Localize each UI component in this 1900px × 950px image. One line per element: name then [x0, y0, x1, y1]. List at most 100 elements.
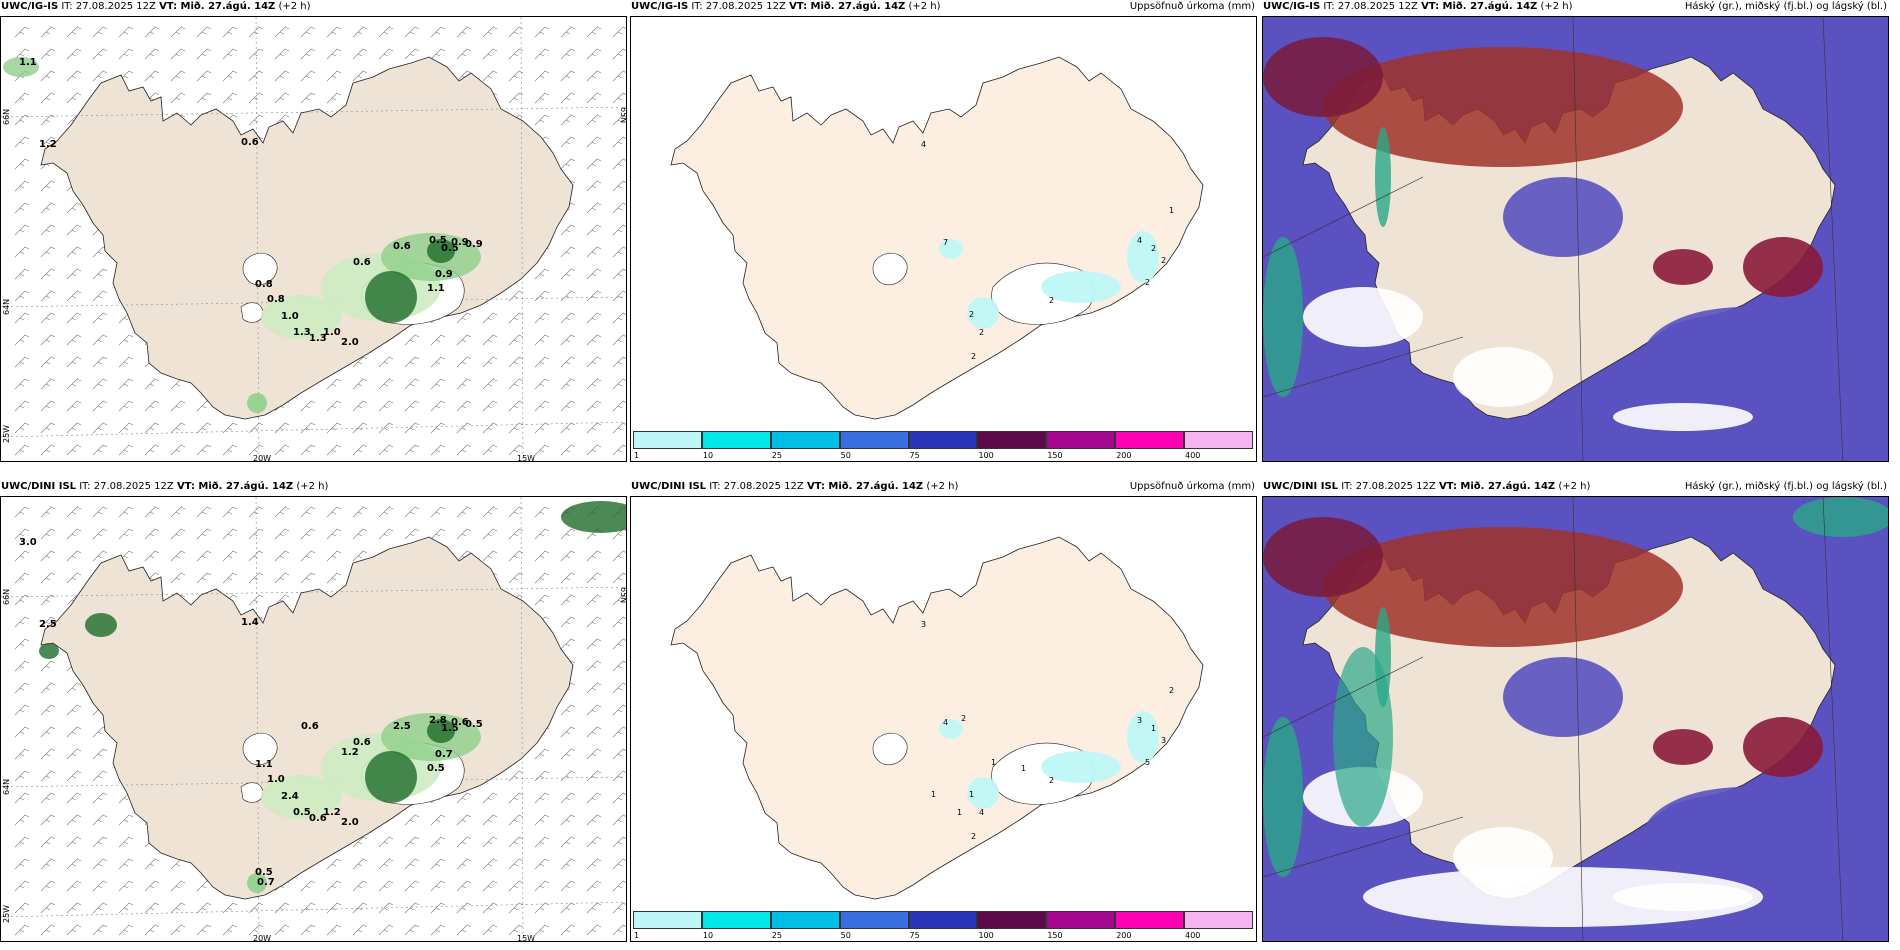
value-label: 1.2 — [39, 139, 57, 150]
value-label: 1.0 — [281, 311, 299, 322]
value-label: 2.8 — [429, 715, 447, 726]
precip-area — [427, 239, 455, 263]
glacier — [240, 782, 264, 803]
cloud-map — [1263, 497, 1888, 941]
panel-title: UWC/IG-IS IT: 27.08.2025 12Z VT: Mið. 27… — [631, 1, 941, 12]
colorbar-tick: 200 — [1116, 931, 1132, 940]
precip-area — [1263, 517, 1383, 597]
lat-label: 65N — [619, 107, 627, 123]
colorbar-tick: 75 — [909, 451, 920, 460]
map-frame — [1262, 16, 1889, 462]
precip-area — [1503, 177, 1623, 257]
value-label: 0.5 — [293, 807, 311, 818]
iceland-outline — [40, 536, 574, 900]
precip-area — [261, 295, 341, 339]
panel-subtitle: Uppsöfnuð úrkoma (mm) — [1129, 1, 1255, 12]
value-label: 0.9 — [435, 269, 453, 280]
colorbar-tick: 400 — [1185, 931, 1201, 940]
value-label: 0.7 — [257, 877, 275, 888]
precip-area — [939, 239, 963, 259]
glacier — [872, 732, 908, 765]
iceland-outline — [40, 56, 574, 420]
precip-area — [247, 393, 267, 413]
glacier — [240, 302, 264, 323]
value-label: 0.6 — [353, 737, 371, 748]
lon-label: 20W — [253, 454, 271, 462]
colorbar: 1 10 25 50 75 100 150 200 400 — [633, 431, 1253, 460]
colorbar-cell — [977, 911, 1047, 929]
value-label: 3.0 — [19, 537, 37, 548]
colorbar-cell — [701, 911, 771, 929]
precip-area — [1263, 717, 1303, 877]
colorbar-cell — [908, 911, 978, 929]
precip-area — [365, 751, 417, 803]
colorbar-cell — [1115, 431, 1185, 449]
precip-area — [247, 873, 267, 893]
colorbar: 1 10 25 50 75 100 150 200 400 — [633, 911, 1253, 940]
colorbar-cell — [908, 431, 978, 449]
value-label: 4 — [979, 808, 984, 817]
colorbar-tick: 1 — [634, 931, 640, 940]
value-label: 1.0 — [267, 774, 285, 785]
glacier — [242, 732, 278, 765]
precip-area — [939, 719, 963, 739]
panel-wind-top: UWC/IG-IS IT: 27.08.2025 12Z VT: Mið. 27… — [0, 0, 629, 462]
value-label: 4 — [943, 718, 948, 727]
value-label: 0.8 — [255, 279, 273, 290]
value-label: 2.4 — [281, 791, 299, 802]
wind-map: 1.11.2 0.60.80.81.01.31.31.02.00.60.60.50… — [1, 17, 627, 462]
value-label: 0.6 — [451, 717, 469, 728]
colorbar-tick: 150 — [1047, 451, 1063, 460]
precip-area — [261, 775, 341, 819]
value-label: 2 — [1151, 244, 1156, 253]
value-label: 4 — [921, 140, 926, 149]
precip-area — [1263, 37, 1383, 117]
cloud-map — [1263, 17, 1888, 461]
value-label: 0.5 — [255, 867, 273, 878]
precip-area — [1041, 751, 1121, 783]
graticule — [1, 497, 626, 941]
value-label: 2.0 — [341, 817, 359, 828]
precip-area — [1127, 231, 1159, 283]
value-label: 5 — [1145, 758, 1150, 767]
colorbar-tick: 100 — [978, 451, 994, 460]
precip-area — [1323, 527, 1683, 647]
lat-label: 66N — [2, 589, 11, 605]
precip-area — [967, 777, 999, 809]
precip-area — [1643, 307, 1843, 407]
value-label: 1.1 — [427, 283, 445, 294]
value-label: 1 — [1021, 764, 1026, 773]
panel-subtitle: Háský (gr.), miðský (fj.bl.) og lágský (… — [1684, 481, 1887, 492]
value-label: 0.5 — [465, 719, 483, 730]
value-label: 3 — [921, 620, 926, 629]
lat-label: 64N — [2, 779, 11, 795]
value-label: 1.4 — [241, 617, 259, 628]
precip-area — [967, 297, 999, 329]
value-label: 1 — [1151, 724, 1156, 733]
value-label: 0.6 — [309, 813, 327, 824]
colorbar-cell — [701, 431, 771, 449]
value-label: 0.7 — [435, 749, 453, 760]
value-label: 2 — [979, 328, 984, 337]
iceland-outline — [670, 536, 1204, 900]
value-label: 2.5 — [393, 721, 411, 732]
panel-cloud-bottom: UWC/DINI ISL IT: 27.08.2025 12Z VT: Mið.… — [1262, 480, 1891, 942]
colorbar-tick: 50 — [840, 451, 851, 460]
value-label: 0.5 — [429, 235, 447, 246]
lat-label: 66N — [2, 109, 11, 125]
colorbar-tick: 100 — [978, 931, 994, 940]
colorbar-tick: 50 — [840, 931, 851, 940]
panel-title: UWC/DINI ISL IT: 27.08.2025 12Z VT: Mið.… — [631, 481, 959, 492]
graticule — [1263, 497, 1844, 941]
colorbar-tick: 1 — [634, 451, 640, 460]
colorbar-cell — [1046, 431, 1116, 449]
precip-area — [1127, 711, 1159, 763]
precip-area — [1743, 237, 1823, 297]
colorbar-tick: 10 — [702, 451, 714, 460]
value-label: 1.5 — [441, 723, 459, 734]
panel-precip-bottom: UWC/DINI ISL IT: 27.08.2025 12Z VT: Mið.… — [630, 480, 1259, 942]
colorbar-tick: 150 — [1047, 931, 1063, 940]
value-label: 2 — [1049, 296, 1054, 305]
lon-label: 15W — [517, 454, 535, 462]
